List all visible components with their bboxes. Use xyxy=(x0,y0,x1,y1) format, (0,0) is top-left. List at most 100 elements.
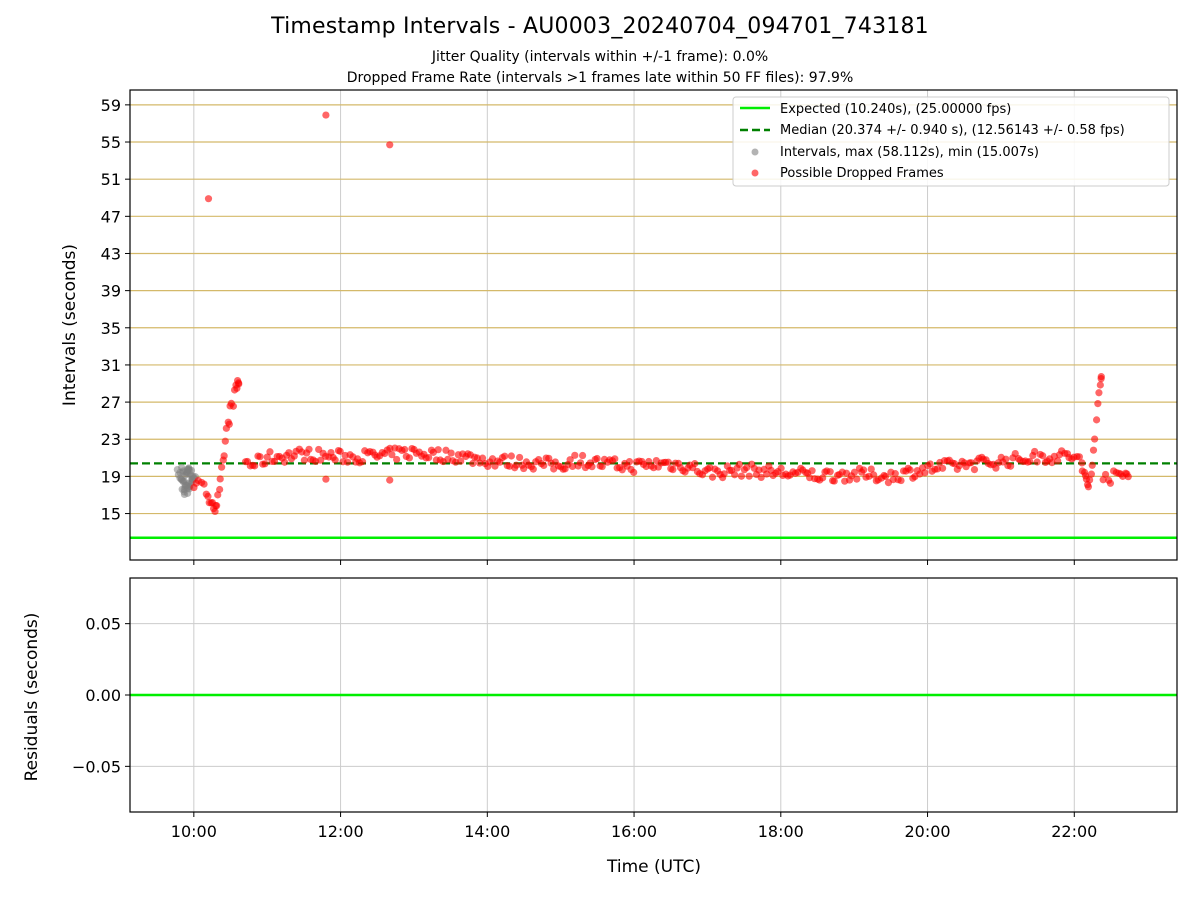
dropped-frame-rate-subtitle: Dropped Frame Rate (intervals >1 frames … xyxy=(346,70,854,86)
dropped-frame-point xyxy=(388,451,396,459)
dropped-frame-point xyxy=(970,465,979,474)
x-tick-label: 22:00 xyxy=(1051,822,1097,841)
dropped-frame-point xyxy=(266,448,274,456)
dropped-frame-point xyxy=(507,452,515,460)
intervals-y-axis-label: Intervals (seconds) xyxy=(60,244,80,406)
dropped-frame-point xyxy=(1033,458,1041,466)
dropped-frame-point xyxy=(1088,461,1096,469)
dropped-frame-point xyxy=(859,466,868,474)
dropped-frame-point xyxy=(1039,452,1047,460)
dropped-frame-point xyxy=(256,453,264,461)
dropped-frame-point xyxy=(870,471,878,479)
dropped-frame-point xyxy=(630,468,638,476)
dropped-frame-point xyxy=(1002,455,1010,463)
dropped-frame-point xyxy=(735,460,743,469)
intervals-y-tick-label: 23 xyxy=(101,430,121,449)
dropped-frame-point xyxy=(881,472,890,481)
dropped-frame-point xyxy=(401,445,409,454)
dropped-frame-point xyxy=(578,451,587,460)
dropped-frame-point xyxy=(1124,473,1132,481)
x-tick-label: 16:00 xyxy=(611,822,657,841)
jitter-quality-subtitle: Jitter Quality (intervals within +/-1 fr… xyxy=(431,49,769,65)
dropped-frame-point xyxy=(853,475,861,483)
dropped-frame-point xyxy=(263,453,271,461)
interval-points xyxy=(173,111,1132,516)
dropped-frame-point xyxy=(691,460,699,468)
dropped-frame-point xyxy=(393,455,401,464)
dropped-frame-point xyxy=(939,464,947,472)
intervals-y-tick-label: 27 xyxy=(101,393,121,412)
dropped-frame-point xyxy=(588,463,596,471)
dropped-frame-point xyxy=(425,454,433,462)
dropped-frame-point xyxy=(234,379,243,387)
dropped-frame-point xyxy=(512,461,520,469)
dropped-frame-point xyxy=(218,463,226,471)
intervals-y-tick-label: 31 xyxy=(101,356,121,375)
dropped-frame-point xyxy=(216,475,224,483)
dropped-frame-point xyxy=(669,466,677,474)
dropped-frame-point xyxy=(1091,435,1099,443)
legend-box xyxy=(732,96,1170,187)
intervals-y-tick-label: 35 xyxy=(101,319,121,338)
dropped-frame-point xyxy=(625,458,634,466)
x-axis-label: Time (UTC) xyxy=(606,857,701,877)
dropped-frame-point xyxy=(529,465,537,473)
dropped-frame-point xyxy=(1106,479,1115,487)
dropped-frame-point xyxy=(867,465,875,473)
dropped-frame-point xyxy=(819,474,827,482)
residuals-y-tick-label: 0.00 xyxy=(85,686,121,705)
dropped-frame-point xyxy=(1096,381,1104,389)
legend-median-label: Median (20.374 +/- 0.940 s), (12.56143 +… xyxy=(780,123,1125,138)
dropped-frame-point xyxy=(967,459,975,467)
dropped-frame-point xyxy=(566,456,574,464)
dropped-frame-point xyxy=(611,455,619,463)
dropped-frame-point xyxy=(434,446,442,454)
dropped-frame-outlier xyxy=(204,195,213,203)
residuals-axes: 10:00 12:00 14:00 16:00 18:00 20:00 22:00 0.05 0… xyxy=(72,615,1097,841)
reference-lines xyxy=(130,462,1177,539)
dropped-frame-point xyxy=(992,464,1000,472)
dropped-frame-point xyxy=(216,485,224,494)
dropped-frame-point xyxy=(280,458,289,466)
dropped-frame-point xyxy=(826,468,834,476)
dropped-frame-point xyxy=(1054,457,1062,465)
dropped-frame-point xyxy=(336,447,344,455)
dropped-frame-point xyxy=(261,460,269,468)
dropped-frame-point xyxy=(1031,447,1039,456)
dropped-frame-point xyxy=(568,462,577,471)
dropped-frame-point xyxy=(1078,459,1086,467)
dropped-frame-point xyxy=(447,449,455,457)
interval-point xyxy=(183,465,192,473)
dropped-frame-point xyxy=(478,454,487,462)
intervals-y-tick-label: 19 xyxy=(101,467,121,486)
dropped-frame-point xyxy=(204,492,212,500)
dropped-frame-outlier xyxy=(386,476,394,484)
dropped-frame-point xyxy=(501,452,509,460)
interval-point xyxy=(179,476,187,485)
dropped-frame-point xyxy=(331,456,339,464)
intervals-axes: 15 19 23 27 31 35 39 43 47 51 55 59 xyxy=(101,96,1075,565)
dropped-frame-point xyxy=(1086,476,1094,484)
x-tick-label: 10:00 xyxy=(171,822,217,841)
dropped-frame-point xyxy=(926,460,934,468)
dropped-frame-point xyxy=(305,445,313,453)
dropped-frame-outlier xyxy=(322,475,330,483)
dropped-frame-point xyxy=(200,480,208,488)
dropped-frame-point xyxy=(664,458,672,466)
dropped-frame-point xyxy=(708,473,717,481)
dropped-frame-point xyxy=(1089,446,1098,454)
dropped-frame-point xyxy=(593,454,601,463)
legend-expected-label: Expected (10.240s), (25.00000 fps) xyxy=(780,102,1011,117)
dropped-frame-point xyxy=(1075,453,1083,461)
dropped-frame-point xyxy=(251,462,259,470)
dropped-frame-point xyxy=(777,464,785,472)
dropped-frame-point xyxy=(285,449,293,457)
dropped-frame-point xyxy=(225,420,233,428)
intervals-y-tick-label: 55 xyxy=(101,133,121,152)
dropped-frame-point xyxy=(300,456,308,464)
x-tick-label: 20:00 xyxy=(904,822,950,841)
dropped-frame-point xyxy=(921,469,929,477)
residuals-y-tick-label: −0.05 xyxy=(72,757,121,776)
dropped-frame-point xyxy=(576,459,585,467)
